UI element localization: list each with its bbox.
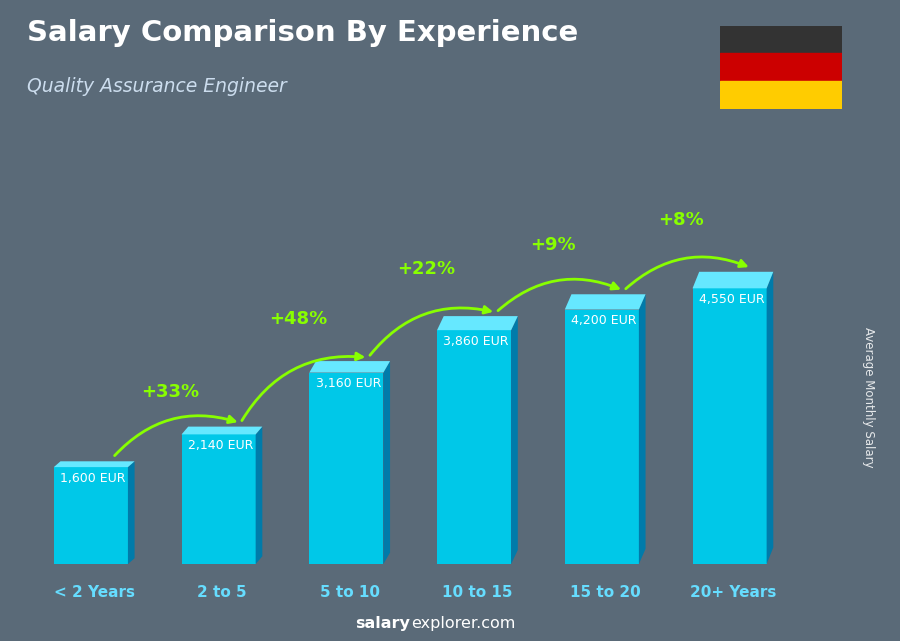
Bar [54, 467, 128, 564]
Text: 15 to 20: 15 to 20 [570, 585, 641, 600]
Polygon shape [128, 462, 135, 564]
Text: salary: salary [355, 617, 410, 631]
Text: 3,160 EUR: 3,160 EUR [316, 378, 381, 390]
Polygon shape [54, 462, 135, 467]
Bar [310, 372, 383, 564]
Text: +22%: +22% [397, 260, 454, 278]
Polygon shape [310, 361, 390, 372]
Text: 2,140 EUR: 2,140 EUR [188, 439, 253, 453]
Text: 3,860 EUR: 3,860 EUR [444, 335, 508, 348]
Text: 2 to 5: 2 to 5 [197, 585, 247, 600]
Text: +33%: +33% [141, 383, 199, 401]
Polygon shape [182, 427, 262, 435]
Polygon shape [692, 272, 773, 288]
Text: 10 to 15: 10 to 15 [442, 585, 513, 600]
Polygon shape [511, 316, 517, 564]
Bar [565, 310, 639, 564]
Text: 1,600 EUR: 1,600 EUR [60, 472, 126, 485]
Text: +8%: +8% [658, 211, 704, 229]
Bar [720, 53, 842, 81]
Text: Salary Comparison By Experience: Salary Comparison By Experience [27, 19, 578, 47]
Bar [692, 288, 767, 564]
Text: Average Monthly Salary: Average Monthly Salary [862, 327, 875, 468]
Text: 20+ Years: 20+ Years [689, 585, 776, 600]
Polygon shape [437, 316, 518, 330]
Text: 4,200 EUR: 4,200 EUR [572, 314, 636, 328]
Text: 5 to 10: 5 to 10 [320, 585, 380, 600]
Polygon shape [767, 272, 773, 564]
Polygon shape [639, 294, 645, 564]
Bar [182, 435, 256, 564]
Text: +9%: +9% [531, 236, 576, 254]
Text: explorer.com: explorer.com [411, 617, 516, 631]
Text: Quality Assurance Engineer: Quality Assurance Engineer [27, 77, 287, 96]
Bar [720, 26, 842, 53]
Polygon shape [565, 294, 645, 310]
Polygon shape [256, 427, 262, 564]
Text: < 2 Years: < 2 Years [54, 585, 135, 600]
Bar [720, 81, 842, 109]
Text: 4,550 EUR: 4,550 EUR [699, 293, 764, 306]
Bar [437, 330, 511, 564]
Polygon shape [383, 361, 390, 564]
Text: +48%: +48% [269, 310, 327, 328]
